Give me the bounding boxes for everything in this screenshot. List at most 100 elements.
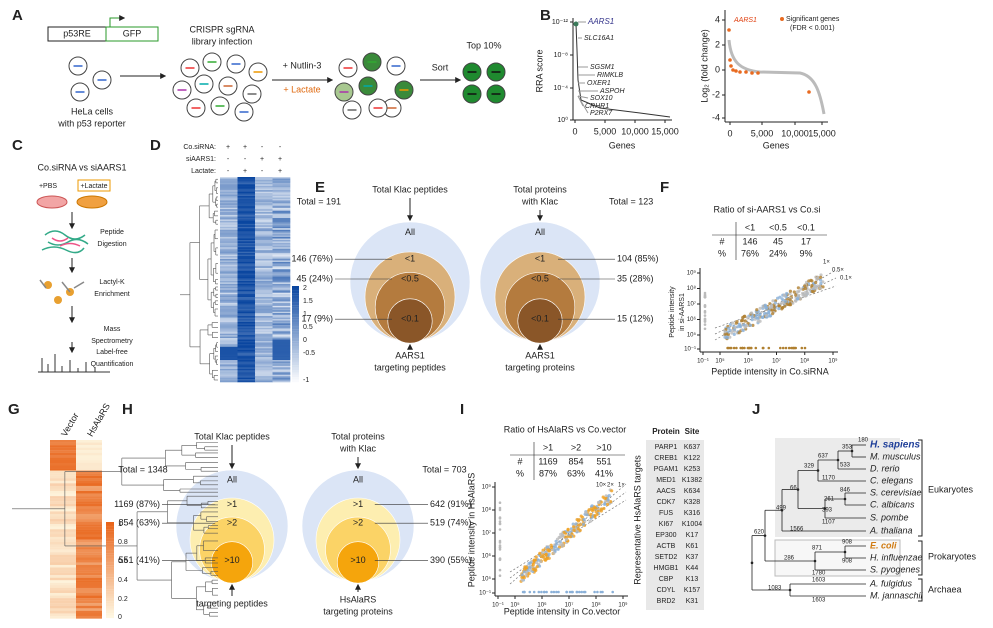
heat-cell bbox=[255, 311, 273, 314]
count-label: 17 (9%) bbox=[301, 314, 333, 324]
heat-cell bbox=[220, 373, 238, 375]
heat-cell bbox=[50, 516, 76, 520]
heat-cell bbox=[272, 193, 291, 195]
heat-cell bbox=[272, 204, 291, 207]
heat-cell bbox=[272, 373, 291, 375]
promoter-arrow bbox=[109, 15, 126, 27]
y-tick-label: 2 bbox=[715, 39, 720, 49]
colorbar-label: 0.8 bbox=[118, 539, 128, 546]
table-title: Representative HsAlaRS targets bbox=[632, 455, 642, 585]
table-cell: CDYL bbox=[657, 587, 676, 594]
species-label: S. cerevisiae bbox=[870, 487, 922, 497]
heat-cell bbox=[272, 329, 291, 332]
heat-cell bbox=[255, 239, 273, 242]
heat-cell bbox=[50, 475, 76, 479]
heat-cell bbox=[255, 245, 273, 248]
point bbox=[498, 516, 502, 519]
heat-cell bbox=[255, 327, 273, 330]
heat-cell bbox=[237, 218, 256, 220]
heat-cell bbox=[272, 360, 291, 362]
point bbox=[555, 590, 558, 594]
heat-cell bbox=[76, 552, 102, 555]
heat-cell bbox=[272, 332, 291, 334]
ring-label: All bbox=[353, 474, 363, 484]
node-value: 1780 bbox=[812, 571, 826, 577]
heat-cell bbox=[76, 450, 102, 453]
heat-cell bbox=[237, 310, 256, 313]
heat-cell bbox=[220, 365, 238, 368]
heat-cell bbox=[220, 339, 238, 342]
table-cell: HMGB1 bbox=[654, 565, 679, 572]
ring-label: <1 bbox=[405, 254, 415, 264]
species-label: D. rerio bbox=[870, 463, 900, 473]
heat-cell bbox=[255, 190, 273, 192]
label: Peptide bbox=[100, 229, 124, 236]
point bbox=[771, 299, 775, 303]
heat-cell bbox=[272, 194, 291, 197]
sign: - bbox=[227, 168, 230, 175]
count-label: 642 (91%) bbox=[430, 499, 472, 509]
heat-cell bbox=[237, 263, 256, 266]
heat-cell bbox=[272, 352, 291, 355]
heat-cell bbox=[50, 457, 76, 461]
heat-cell bbox=[220, 358, 238, 361]
heat-cell bbox=[220, 215, 238, 217]
heat-cell bbox=[272, 241, 291, 244]
point bbox=[531, 563, 535, 567]
point bbox=[594, 506, 598, 510]
heat-cell bbox=[255, 188, 273, 191]
heat-cell bbox=[255, 346, 273, 349]
row-label: siAARS1: bbox=[186, 156, 216, 163]
colorbar bbox=[292, 370, 299, 373]
heat-cell bbox=[50, 480, 76, 484]
heat-cell bbox=[237, 295, 256, 298]
point bbox=[553, 548, 557, 552]
heat-cell bbox=[237, 251, 256, 254]
heat-cell bbox=[76, 506, 102, 509]
heat-cell bbox=[255, 242, 273, 245]
point bbox=[730, 321, 735, 325]
panel-label: B bbox=[540, 7, 551, 24]
colorbar bbox=[292, 305, 299, 308]
heat-cell bbox=[50, 547, 76, 550]
point bbox=[577, 518, 581, 522]
curve bbox=[575, 23, 671, 118]
colorbar bbox=[106, 613, 114, 616]
heat-cell bbox=[255, 191, 273, 194]
heat-cell bbox=[76, 615, 102, 619]
heat-cell bbox=[272, 225, 291, 228]
heat-cell bbox=[220, 311, 238, 314]
label: Lactyl-K bbox=[99, 279, 125, 286]
table-header: <0.1 bbox=[797, 222, 815, 232]
panel-label: G bbox=[8, 401, 20, 418]
heat-cell bbox=[220, 222, 238, 225]
gene-label: CRHR1 bbox=[585, 103, 609, 110]
decorations bbox=[36, 15, 923, 602]
point bbox=[732, 346, 736, 350]
dish bbox=[36, 195, 68, 209]
heat-cell bbox=[220, 229, 238, 232]
table-cell: K122 bbox=[684, 455, 700, 462]
heat-cell bbox=[220, 291, 238, 293]
point bbox=[536, 558, 541, 562]
heat-cell bbox=[220, 209, 238, 211]
table-cell: 45 bbox=[773, 236, 783, 246]
heat-cell bbox=[237, 197, 256, 200]
heat-cell bbox=[237, 316, 256, 318]
colorbar bbox=[106, 524, 114, 527]
point bbox=[593, 514, 597, 518]
axis-title: Peptide intensity in HsAlaRS bbox=[466, 473, 476, 588]
point bbox=[498, 546, 502, 549]
node-value: 66 bbox=[790, 486, 797, 492]
table-cell: 87% bbox=[539, 468, 557, 478]
heat-cell bbox=[237, 209, 256, 211]
heat-cell bbox=[237, 300, 256, 302]
heat-cell bbox=[220, 185, 238, 188]
point bbox=[736, 325, 740, 329]
heat-cell bbox=[272, 200, 291, 203]
point bbox=[611, 590, 614, 594]
heat-cell bbox=[50, 478, 76, 481]
heat-cell bbox=[237, 241, 256, 244]
heat-cell bbox=[237, 210, 256, 213]
point bbox=[807, 90, 811, 94]
